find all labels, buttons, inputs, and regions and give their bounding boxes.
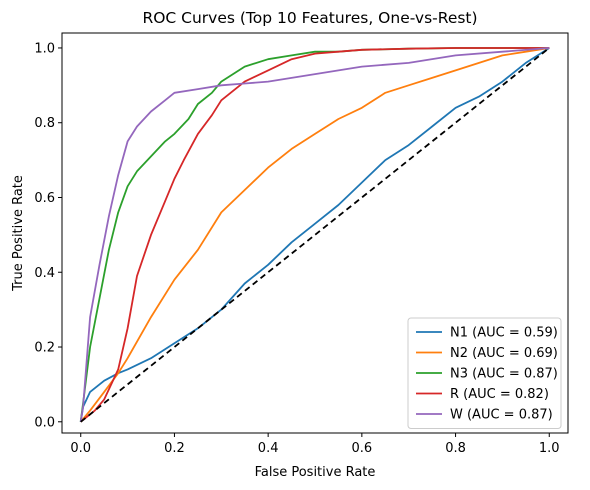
x-axis-label: False Positive Rate bbox=[255, 465, 376, 480]
legend-entry-label: N3 (AUC = 0.87) bbox=[450, 367, 558, 382]
x-tick-label: 0.2 bbox=[164, 441, 185, 456]
y-tick-label: 1.0 bbox=[34, 41, 55, 56]
legend-entry-label: N1 (AUC = 0.59) bbox=[450, 326, 558, 341]
y-tick-label: 0.2 bbox=[34, 341, 55, 356]
y-tick-label: 0.0 bbox=[34, 415, 55, 430]
y-tick-label: 0.6 bbox=[34, 191, 55, 206]
chart-title: ROC Curves (Top 10 Features, One-vs-Rest… bbox=[142, 9, 477, 27]
x-tick-label: 0.4 bbox=[258, 441, 279, 456]
y-tick-label: 0.8 bbox=[34, 116, 55, 131]
legend-entry-label: W (AUC = 0.87) bbox=[450, 408, 553, 423]
x-tick-label: 0.8 bbox=[445, 441, 466, 456]
x-tick-label: 0.6 bbox=[352, 441, 373, 456]
legend-entry-label: N2 (AUC = 0.69) bbox=[450, 346, 558, 361]
x-tick-label: 0.0 bbox=[70, 441, 91, 456]
legend: N1 (AUC = 0.59) N2 (AUC = 0.69) N3 (AUC = … bbox=[408, 318, 561, 429]
y-axis-ticks: 0.0 0.2 0.4 0.6 0.8 1.0 bbox=[34, 41, 62, 430]
x-axis-ticks: 0.0 0.2 0.4 0.6 0.8 1.0 bbox=[70, 433, 559, 456]
y-axis-label: True Positive Rate bbox=[11, 175, 26, 292]
legend-entry-label: R (AUC = 0.82) bbox=[450, 387, 549, 402]
x-tick-label: 1.0 bbox=[539, 441, 560, 456]
y-tick-label: 0.4 bbox=[34, 266, 55, 281]
